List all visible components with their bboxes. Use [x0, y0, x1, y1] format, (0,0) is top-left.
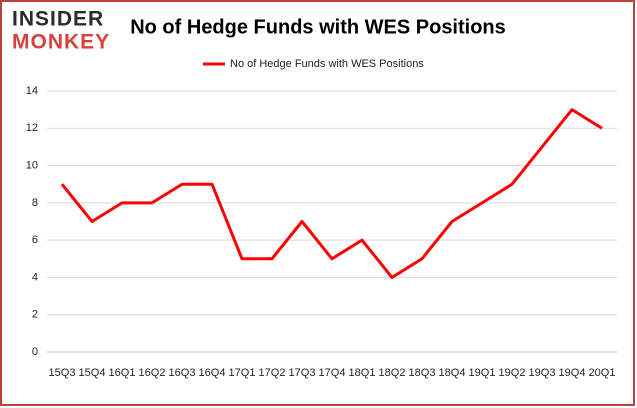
x-tick-label: 17Q4 — [319, 367, 346, 379]
x-tick-label: 16Q3 — [169, 367, 196, 379]
y-tick-label: 6 — [32, 234, 38, 246]
line-series — [60, 108, 603, 279]
x-tick-label: 17Q2 — [259, 367, 286, 379]
x-tick-label: 16Q1 — [109, 367, 136, 379]
y-tick-label: 8 — [32, 197, 38, 209]
x-tick-label: 18Q4 — [439, 367, 466, 379]
x-tick-label: 18Q2 — [379, 367, 406, 379]
x-tick-label: 16Q4 — [199, 367, 226, 379]
chart-title: No of Hedge Funds with WES Positions — [130, 16, 506, 38]
y-tick-label: 12 — [26, 122, 38, 134]
x-tick-label: 18Q1 — [349, 367, 376, 379]
legend-label: No of Hedge Funds with WES Positions — [230, 58, 424, 70]
x-tick-label: 19Q3 — [529, 367, 556, 379]
x-tick-label: 19Q1 — [469, 367, 496, 379]
x-tick-label: 17Q3 — [289, 367, 316, 379]
x-tick-label: 16Q2 — [139, 367, 166, 379]
y-tick-label: 4 — [32, 271, 38, 283]
x-tick-label: 15Q4 — [79, 367, 106, 379]
x-tick-label: 15Q3 — [49, 367, 76, 379]
y-tick-label: 2 — [32, 309, 38, 321]
x-tick-label: 18Q3 — [409, 367, 436, 379]
y-tick-label: 10 — [26, 159, 38, 171]
logo-top: INSIDER — [12, 8, 104, 31]
x-tick-label: 19Q2 — [499, 367, 526, 379]
x-tick-label: 20Q1 — [589, 367, 616, 379]
y-tick-label: 14 — [26, 85, 38, 97]
logo-bottom: MONKEY — [12, 31, 110, 54]
y-tick-label: 0 — [32, 346, 38, 358]
x-tick-label: 17Q1 — [229, 367, 256, 379]
x-tick-label: 19Q4 — [559, 367, 586, 379]
